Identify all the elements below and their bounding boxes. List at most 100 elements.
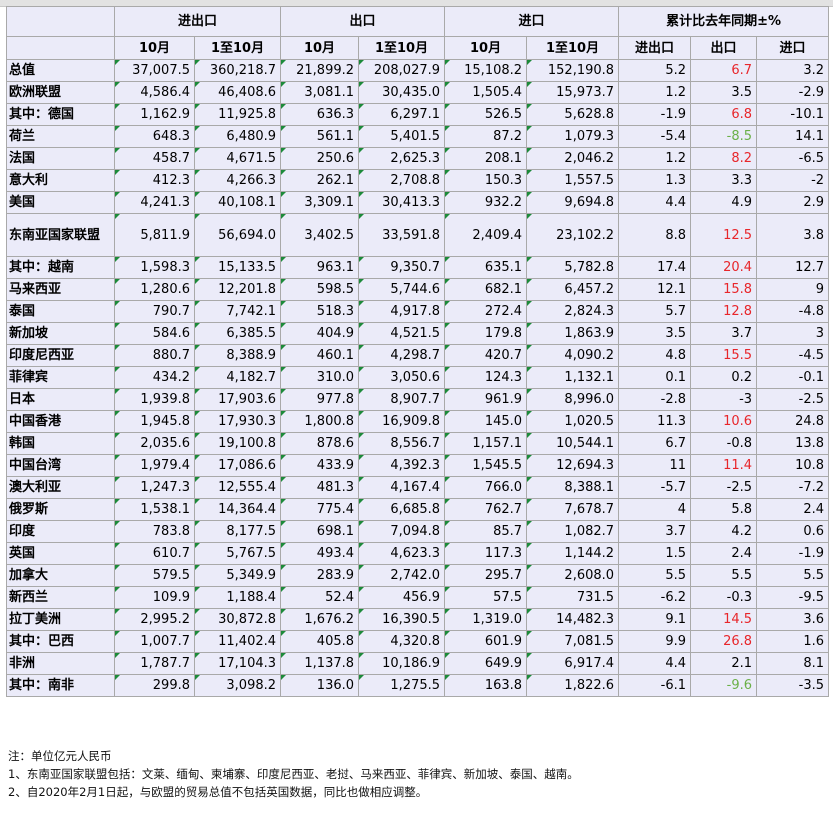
table-cell: 11 — [618, 454, 692, 477]
cell-marker-icon — [359, 192, 365, 197]
table-cell: 179.8 — [444, 322, 528, 345]
table-cell: 1,157.1 — [444, 432, 528, 455]
cell-value: 250.6 — [316, 151, 355, 166]
table-cell: 8,388.1 — [526, 476, 620, 499]
cell-marker-icon — [445, 104, 451, 109]
table-cell: 295.7 — [444, 564, 528, 587]
cell-value: 4,671.5 — [226, 151, 277, 166]
table-cell: 4.9 — [690, 191, 758, 214]
header-sub: 1至10月 — [193, 36, 282, 60]
cell-value: 412.3 — [152, 173, 190, 188]
table-cell: 10,544.1 — [526, 432, 620, 455]
cell-marker-icon — [445, 367, 451, 372]
cell-value: 33,591.8 — [382, 227, 441, 243]
cell-value: 12,201.8 — [218, 282, 277, 297]
table-cell: 1.5 — [618, 542, 692, 565]
cell-marker-icon — [281, 257, 287, 262]
table-cell: 12.8 — [690, 300, 758, 323]
table-cell: 11,925.8 — [193, 103, 282, 126]
table-cell: 12,201.8 — [193, 278, 282, 301]
cell-value: 262.1 — [316, 173, 355, 188]
table-cell: -3.5 — [756, 674, 830, 697]
table-cell: 6.8 — [690, 103, 758, 126]
table-cell: 7,081.5 — [526, 630, 620, 653]
cell-marker-icon — [195, 587, 200, 592]
cell-value: -0.3 — [726, 590, 753, 605]
table-cell: 4.2 — [690, 520, 758, 543]
cell-value: -6.5 — [798, 151, 825, 166]
cell-marker-icon — [115, 148, 120, 153]
table-cell: 5.5 — [756, 564, 830, 587]
cell-marker-icon — [359, 279, 365, 284]
table-cell: 11.3 — [618, 410, 692, 433]
table-cell: 85.7 — [444, 520, 528, 543]
cell-value: 4,266.3 — [226, 173, 277, 188]
cell-marker-icon — [527, 279, 533, 284]
cell-marker-icon — [115, 499, 120, 504]
cell-value: -9.6 — [726, 678, 753, 693]
table-cell: 117.3 — [444, 542, 528, 565]
cell-marker-icon — [359, 82, 365, 87]
cell-marker-icon — [527, 631, 533, 636]
cell-value: 14,482.3 — [556, 612, 615, 627]
footnote-asean: 1、东南亚国家联盟包括：文莱、缅甸、柬埔寨、印度尼西亚、老挝、马来西亚、菲律宾、… — [8, 767, 579, 781]
trade-table: 进出口 出口 进口 累计比去年同期±% 10月 1至10月 10月 1至10月 … — [6, 6, 830, 697]
table-row: 其中：南非 299.8 3,098.2 136.0 1,275.5 163.8 1,822.… — [6, 674, 830, 697]
cell-marker-icon — [281, 411, 287, 416]
cell-marker-icon — [527, 367, 533, 372]
table-cell: 790.7 — [114, 300, 195, 323]
cell-marker-icon — [115, 609, 120, 614]
table-cell: 10.6 — [690, 410, 758, 433]
cell-value: 2,824.3 — [564, 304, 615, 319]
cell-value: 4,521.5 — [390, 326, 441, 341]
cell-marker-icon — [445, 345, 451, 350]
cell-marker-icon — [359, 301, 365, 306]
cell-value: 4,090.2 — [564, 348, 615, 363]
cell-value: 6.8 — [731, 107, 753, 122]
cell-marker-icon — [281, 170, 287, 175]
table-cell: 766.0 — [444, 476, 528, 499]
table-cell: 1,800.8 — [280, 410, 360, 433]
header-row-sub: 10月 1至10月 10月 1至10月 10月 1至10月 进出口 出口 进口 — [6, 36, 830, 60]
cell-value: -0.8 — [726, 436, 753, 451]
table-cell: 5.8 — [690, 498, 758, 521]
cell-value: 0.6 — [803, 524, 825, 539]
cell-marker-icon — [445, 82, 451, 87]
row-label: 日本 — [6, 388, 115, 411]
row-label: 加拿大 — [6, 564, 115, 587]
cell-value: 4,167.4 — [390, 480, 441, 495]
cell-value: 1.2 — [665, 151, 687, 166]
table-cell: 731.5 — [526, 586, 620, 609]
cell-value: 1,787.7 — [140, 656, 190, 671]
cell-marker-icon — [115, 301, 120, 306]
cell-marker-icon — [445, 477, 451, 482]
cell-marker-icon — [445, 411, 451, 416]
table-row: 中国香港 1,945.8 17,930.3 1,800.8 16,909.8 145.0 1… — [6, 410, 830, 433]
cell-marker-icon — [115, 675, 120, 680]
cell-marker-icon — [115, 433, 120, 438]
cell-value: 16,390.5 — [382, 612, 441, 627]
cell-value: 3.8 — [803, 227, 825, 243]
cell-marker-icon — [445, 257, 451, 262]
cell-value: 5.2 — [665, 63, 687, 78]
table-cell: 405.8 — [280, 630, 360, 653]
table-cell: 136.0 — [280, 674, 360, 697]
table-cell: 5,767.5 — [193, 542, 282, 565]
table-cell: 1,247.3 — [114, 476, 195, 499]
row-label: 新加坡 — [6, 322, 115, 345]
row-label: 新西兰 — [6, 586, 115, 609]
cell-marker-icon — [195, 477, 200, 482]
cell-marker-icon — [281, 499, 287, 504]
table-cell: 1,007.7 — [114, 630, 195, 653]
table-cell: 15.5 — [690, 344, 758, 367]
table-cell: 1,079.3 — [526, 125, 620, 148]
cell-value: 21,899.2 — [296, 63, 355, 78]
table-cell: 2,742.0 — [358, 564, 446, 587]
cell-value: 963.1 — [316, 260, 355, 275]
cell-marker-icon — [281, 675, 287, 680]
cell-marker-icon — [115, 653, 120, 658]
cell-value: 15.8 — [723, 282, 753, 297]
cell-value: -4.8 — [798, 304, 825, 319]
table-cell: 6,297.1 — [358, 103, 446, 126]
table-cell: 2,046.2 — [526, 147, 620, 170]
